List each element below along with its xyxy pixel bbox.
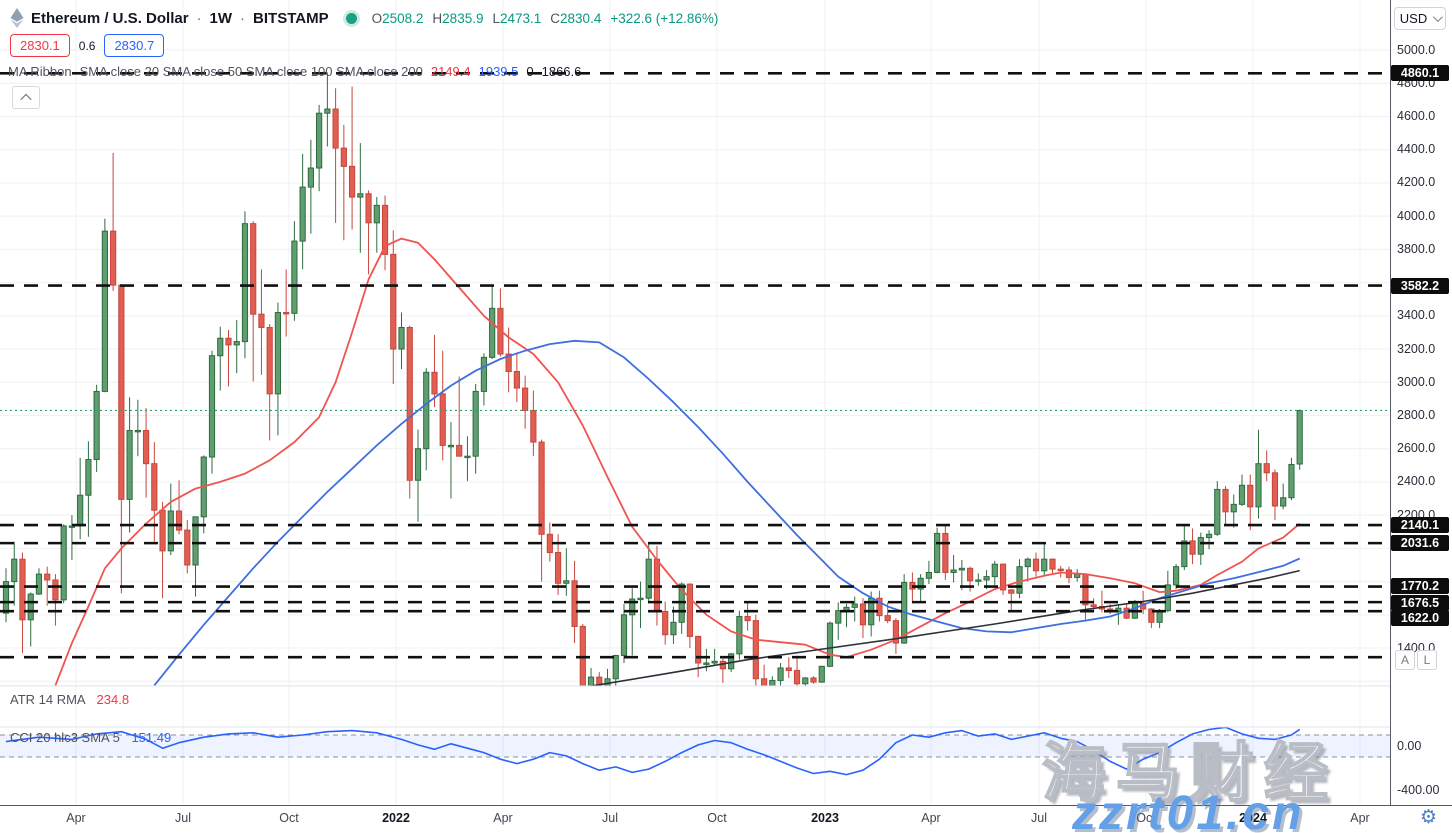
cci-neg400-tick: -400.00 bbox=[1397, 783, 1440, 797]
level-price-label: 2031.6 bbox=[1391, 535, 1449, 551]
month-label: Apr bbox=[493, 811, 513, 825]
chevron-down-icon bbox=[1433, 12, 1444, 23]
month-label: Jul bbox=[175, 811, 191, 825]
ma-line bbox=[54, 237, 1301, 686]
ohlc-readout: O2508.2 H2835.9 L2473.1 C2830.4 +322.6 (… bbox=[371, 10, 719, 26]
symbol-header: Ethereum / U.S. Dollar · 1W · BITSTAMP O… bbox=[10, 8, 718, 28]
open-value: 2508.2 bbox=[382, 10, 424, 26]
low-value: 2473.1 bbox=[499, 10, 542, 26]
change-value: +322.6 (+12.86%) bbox=[610, 10, 719, 26]
ethereum-icon bbox=[10, 8, 24, 28]
interval-label[interactable]: 1W bbox=[209, 9, 233, 27]
quote-row: 2830.1 0.6 2830.7 bbox=[10, 34, 165, 57]
market-status-icon[interactable] bbox=[345, 12, 357, 24]
exchange-label[interactable]: BITSTAMP bbox=[253, 9, 329, 27]
price-tick-label: 4400.0 bbox=[1397, 142, 1436, 157]
price-tick-label: 4200.0 bbox=[1397, 175, 1436, 190]
cci-zero-tick: 0.00 bbox=[1397, 739, 1422, 753]
indicator-params: SMA close 20 SMA close 50 SMA close 100 … bbox=[79, 64, 423, 79]
atr-name: ATR 14 RMA bbox=[10, 692, 85, 707]
currency-unit-button[interactable]: USD bbox=[1394, 7, 1446, 30]
level-price-label: 1770.2 bbox=[1391, 578, 1449, 594]
ma-line bbox=[153, 339, 1301, 686]
month-label: Jul bbox=[602, 811, 618, 825]
collapse-legend-button[interactable] bbox=[12, 86, 40, 109]
month-label: Apr bbox=[921, 811, 941, 825]
symbol-title[interactable]: Ethereum / U.S. Dollar bbox=[31, 9, 189, 27]
month-label: Oct bbox=[279, 811, 299, 825]
support-resistance-levels bbox=[0, 72, 1390, 659]
level-price-label: 3582.2 bbox=[1391, 278, 1449, 294]
price-tick-label: 5000.0 bbox=[1397, 42, 1436, 57]
year-label: 2022 bbox=[382, 811, 410, 825]
price-tick-label: 3200.0 bbox=[1397, 341, 1436, 356]
price-tick-label: 2800.0 bbox=[1397, 407, 1436, 422]
level-price-label: 1676.5 bbox=[1391, 594, 1449, 611]
sma200-value: 1866.6 bbox=[541, 64, 582, 79]
month-label: Apr bbox=[66, 811, 86, 825]
month-label: Oct bbox=[707, 811, 727, 825]
year-label: 2024 bbox=[1239, 811, 1267, 825]
chevron-up-icon bbox=[20, 93, 32, 105]
separator-dot: · bbox=[196, 9, 202, 27]
month-label: Jul bbox=[1031, 811, 1047, 825]
price-scale[interactable]: USD 5000.0 4800.0 4600.0 4400.0 4200.0 4000.0… bbox=[1391, 0, 1452, 805]
atr-legend[interactable]: ATR 14 RMA 234.8 bbox=[10, 692, 129, 707]
sma20-value: 2149.4 bbox=[430, 64, 471, 79]
price-tick-label: 2400.0 bbox=[1397, 474, 1436, 489]
log-scale-button[interactable]: L bbox=[1417, 650, 1437, 670]
ma-ribbon-lines bbox=[54, 237, 1301, 686]
price-tick-label: 3800.0 bbox=[1397, 241, 1436, 256]
price-tick-label: 3400.0 bbox=[1397, 308, 1436, 323]
level-price-label: 2140.1 bbox=[1391, 517, 1449, 533]
level-price-label: 4860.1 bbox=[1391, 65, 1449, 81]
sma50-value: 1939.5 bbox=[478, 64, 519, 79]
indicator-name: MA Ribbon bbox=[8, 64, 72, 79]
spread-value: 0.6 bbox=[78, 38, 96, 53]
month-label: Oct bbox=[1136, 811, 1156, 825]
month-label: Apr bbox=[1350, 811, 1370, 825]
ask-price-button[interactable]: 2830.7 bbox=[104, 34, 165, 57]
cci-value: 151.49 bbox=[131, 730, 172, 745]
cci-legend[interactable]: CCI 20 hlc3 SMA 5 151.49 bbox=[10, 730, 171, 745]
cci-name: CCI 20 hlc3 SMA 5 bbox=[10, 730, 120, 745]
bid-price-button[interactable]: 2830.1 bbox=[10, 34, 70, 57]
atr-value: 234.8 bbox=[96, 692, 130, 707]
year-label: 2023 bbox=[811, 811, 839, 825]
price-tick-label: 4000.0 bbox=[1397, 208, 1436, 223]
price-tick-label: 4600.0 bbox=[1397, 109, 1436, 124]
gear-icon: ⚙ bbox=[1420, 806, 1438, 828]
close-value: 2830.4 bbox=[560, 10, 602, 26]
gridlines bbox=[0, 0, 1390, 805]
price-tick-label: 3000.0 bbox=[1397, 374, 1436, 389]
price-tick-label: 2600.0 bbox=[1397, 441, 1436, 456]
high-value: 2835.9 bbox=[442, 10, 484, 26]
candles-group bbox=[2, 72, 1303, 686]
separator-dot: · bbox=[240, 9, 246, 27]
cci-line bbox=[5, 727, 1301, 776]
sma100-value: 0 bbox=[526, 64, 534, 79]
ma-line bbox=[590, 569, 1300, 686]
currency-label: USD bbox=[1399, 11, 1428, 26]
auto-scale-button[interactable]: A bbox=[1395, 650, 1415, 670]
time-axis[interactable]: Apr Jul Oct 2022 Apr Jul Oct 2023 Apr Jul Oct 2024 A… bbox=[0, 806, 1452, 833]
level-price-label: 1622.0 bbox=[1391, 609, 1449, 626]
ma-ribbon-legend[interactable]: MA Ribbon SMA close 20 SMA close 50 SMA … bbox=[8, 64, 581, 79]
